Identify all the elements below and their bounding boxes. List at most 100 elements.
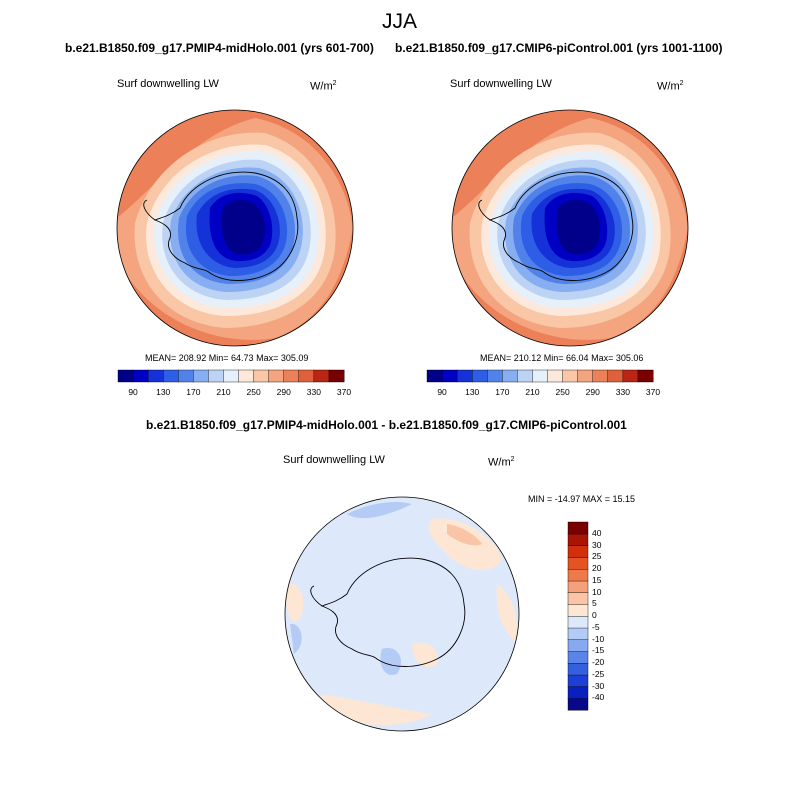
panel-1-units-exp: 2	[332, 80, 337, 87]
panel-1-colorbar-tick-label: 130	[156, 387, 171, 397]
difference-case-title: b.e21.B1850.f09_g17.PMIP4-midHolo.001 - …	[146, 418, 627, 432]
difference-positive-anomaly-core	[447, 524, 482, 546]
panel-2-colorbar-swatch	[547, 369, 564, 383]
difference-positive-anomaly-3	[285, 583, 304, 622]
panel-1-colorbar-swatch	[328, 369, 345, 383]
panel-1-colorbar-swatch	[253, 369, 270, 383]
difference-map-border	[284, 496, 520, 732]
panel-1-colorbar-tick-label: 290	[276, 387, 291, 397]
difference-colorbar-swatch	[567, 533, 589, 547]
panel-2-colorbar-swatch	[426, 369, 443, 383]
panel-1-colorbar	[117, 369, 345, 383]
difference-colorbar-swatch	[567, 627, 589, 641]
difference-negative-anomaly-2	[380, 648, 402, 675]
panel-1-colorbar-swatch	[193, 369, 209, 383]
difference-colorbar-tick-label: -30	[592, 680, 605, 691]
panel-2-colorbar-tick-label: 90	[437, 387, 447, 397]
difference-colorbar-labels: 40 30 25 20 15 10 5 0 -5 -10 -15 -20 -25 -30 -40	[592, 522, 632, 710]
panel-2-map	[451, 109, 689, 347]
difference-colorbar-swatch	[567, 557, 589, 570]
difference-colorbar-swatch	[567, 639, 589, 652]
difference-colorbar-swatch	[567, 604, 589, 617]
panel-2-stats: MEAN= 210.12 Min= 66.04 Max= 305.06	[480, 353, 644, 363]
difference-colorbar-tick-label: 15	[592, 574, 602, 585]
panel-2-colorbar-swatch	[517, 369, 533, 383]
panel-1-map-border	[116, 109, 354, 347]
difference-colorbar-swatch	[567, 686, 589, 699]
panel-2-colorbar-swatch	[532, 369, 549, 383]
panel-1-colorbar-swatch	[178, 369, 194, 383]
panel-2-coastline	[488, 171, 634, 281]
panel-2-colorbar-swatch	[472, 369, 488, 383]
panel-2-colorbar-swatch	[502, 369, 518, 383]
difference-map	[284, 496, 520, 732]
difference-units-exp: 2	[510, 456, 515, 463]
panel-1-coastline	[153, 171, 299, 281]
difference-units-label: W/m2	[488, 456, 515, 469]
panel-2-colorbar-tick-label: 170	[495, 387, 510, 397]
panel-1-colorbar-swatch	[283, 369, 300, 383]
difference-colorbar-tick-label: 20	[592, 563, 602, 573]
difference-colorbar-tick-label: 40	[592, 527, 602, 538]
difference-colorbar	[567, 521, 589, 711]
panel-1-colorbar-swatch	[147, 369, 164, 383]
panel-1-colorbar-swatch	[238, 369, 255, 383]
difference-positive-anomaly-2	[496, 584, 518, 644]
difference-colorbar-swatch	[567, 674, 589, 688]
panel-1-colorbar-tick-label: 210	[216, 387, 231, 397]
panel-2-band-core	[556, 199, 600, 255]
panel-2-colorbar-tick-label: 370	[645, 387, 661, 397]
panel-1-colorbar-swatch	[223, 369, 240, 383]
panel-2-units-label: W/m2	[657, 80, 684, 93]
panel-1-case-title: b.e21.B1850.f09_g17.PMIP4-midHolo.001 (y…	[65, 41, 374, 55]
panel-2-colorbar-swatch	[637, 369, 654, 383]
panel-1-colorbar-tick-label: 90	[128, 387, 138, 397]
panel-1-colorbar-swatch	[117, 369, 134, 383]
panel-1-units-label: W/m2	[310, 80, 337, 93]
difference-positive-anomaly-5	[320, 694, 432, 726]
difference-negative-anomaly-1	[347, 502, 412, 519]
difference-colorbar-tick-label: 10	[592, 586, 602, 597]
panel-1-colorbar-swatch	[298, 369, 315, 383]
panel-1-variable-label: Surf downwelling LW	[117, 78, 219, 90]
panel-1-colorbar-tick-label: 170	[186, 387, 201, 397]
difference-colorbar-tick-label: -25	[592, 668, 605, 679]
panel-1-band-core	[221, 199, 265, 255]
difference-colorbar-swatch	[567, 615, 589, 629]
difference-colorbar-swatch	[567, 662, 589, 676]
difference-colorbar-tick-label: 5	[592, 598, 597, 609]
panel-2-peninsula	[478, 199, 491, 221]
difference-negative-anomaly-3	[290, 623, 302, 654]
panel-1-colorbar-tick-label: 370	[336, 387, 352, 397]
panel-2-colorbar-swatch	[577, 369, 594, 383]
panel-1-peninsula	[143, 199, 156, 221]
difference-colorbar-tick-label: -15	[592, 645, 605, 656]
panel-2-colorbar-tick-label: 250	[555, 387, 570, 397]
panel-1-colorbar-swatch	[208, 369, 224, 383]
panel-2-colorbar-swatch	[622, 369, 639, 383]
difference-colorbar-swatch	[567, 568, 589, 582]
difference-colorbar-swatch	[567, 592, 589, 605]
panel-1-colorbar-swatch	[132, 369, 149, 383]
panel-2-units-exp: 2	[679, 80, 684, 87]
difference-colorbar-tick-label: 25	[592, 551, 602, 562]
difference-peninsula	[310, 585, 323, 607]
panel-1-colorbar-tick-label: 330	[306, 387, 321, 397]
panel-1-stats: MEAN= 208.92 Min= 64.73 Max= 305.09	[145, 353, 309, 363]
panel-1-colorbar-tick-label: 250	[246, 387, 261, 397]
difference-colorbar-swatch	[567, 698, 589, 711]
panel-2-colorbar-swatch	[607, 369, 624, 383]
panel-2-colorbar-tick-label: 330	[615, 387, 630, 397]
panel-1-colorbar-swatch	[163, 369, 179, 383]
panel-1-colorbar-swatch	[313, 369, 330, 383]
panel-2-colorbar-swatch	[487, 369, 503, 383]
panel-1-map	[116, 109, 354, 347]
difference-stats: MIN = -14.97 MAX = 15.15	[528, 494, 636, 504]
difference-colorbar-tick-label: -10	[592, 633, 605, 644]
difference-colorbar-swatch	[567, 651, 589, 664]
difference-colorbar-swatch	[567, 545, 589, 558]
difference-colorbar-tick-label: 0	[592, 610, 597, 620]
difference-colorbar-tick-label: -5	[592, 621, 600, 632]
difference-colorbar-tick-label: -40	[592, 692, 605, 703]
difference-colorbar-tick-label: 30	[592, 539, 602, 550]
